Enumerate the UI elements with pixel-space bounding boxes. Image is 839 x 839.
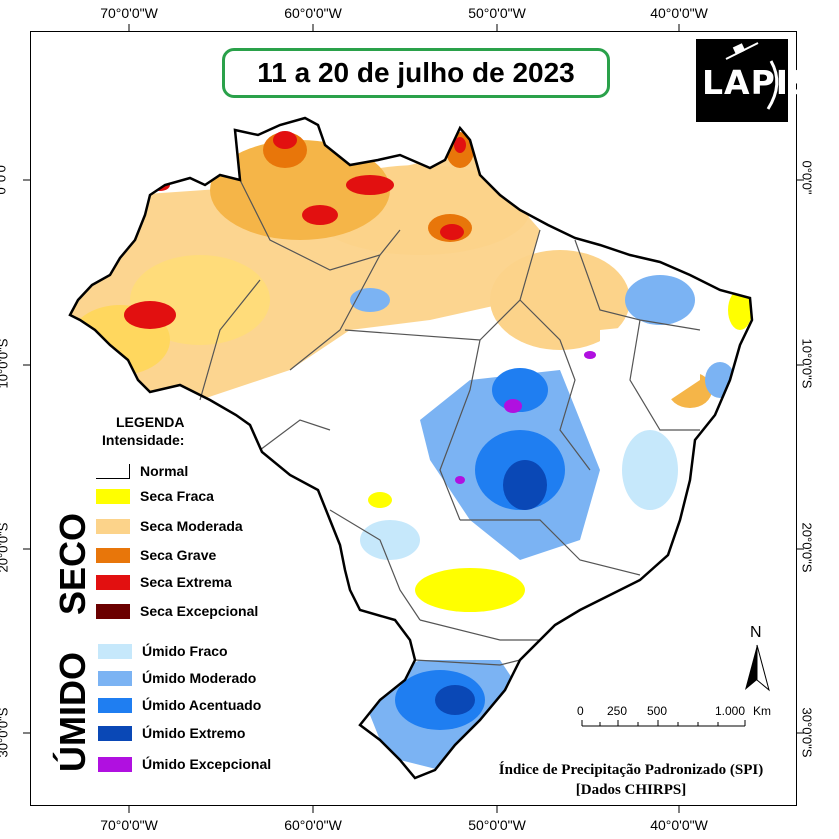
legend-label-dry-2: Seca Grave <box>140 547 217 563</box>
legend-swatch-dry-2 <box>96 547 130 563</box>
legend-item-normal: Normal <box>96 463 188 479</box>
north-label: N <box>750 624 762 641</box>
legend-swatch-dry-1 <box>96 518 130 534</box>
state-boundaries <box>199 179 701 666</box>
lapis-logo: LAPIS <box>696 39 813 122</box>
legend-label-wet-4: Úmido Excepcional <box>142 756 272 772</box>
scale-label-0: 0 <box>577 704 584 718</box>
lon-label-top-70w: 70°0'0"W <box>100 5 158 21</box>
credit-line-1: Índice de Precipitação Padronizado (SPI) <box>498 762 764 778</box>
scale-label-1000: 1.000 <box>715 704 746 718</box>
scale-unit: Km <box>753 704 771 718</box>
legend-swatch-dry-0 <box>96 488 130 504</box>
legend-swatch-wet-3 <box>98 725 132 741</box>
legend-label-dry-4: Seca Excepcional <box>140 603 259 619</box>
legend-label-wet-2: Úmido Acentuado <box>142 697 262 713</box>
legend-item-wet-4: Úmido Excepcional <box>98 756 271 772</box>
legend-group-wet: ÚMIDO <box>52 652 93 772</box>
credit-line-2: [Dados CHIRPS] <box>575 782 687 798</box>
scale-label-500: 500 <box>647 704 668 718</box>
legend-item-dry-1: Seca Moderada <box>96 518 243 534</box>
brazil-outline <box>68 116 754 780</box>
legend-label-dry-1: Seca Moderada <box>140 518 243 534</box>
scale-bar <box>581 720 746 727</box>
legend-item-wet-0: Úmido Fraco <box>98 643 228 659</box>
legend-item-wet-3: Úmido Extremo <box>98 725 245 741</box>
legend-label-normal: Normal <box>140 463 189 479</box>
satellite-icon <box>725 42 779 110</box>
legend-swatch-wet-0 <box>98 643 132 659</box>
data-credit: Índice de Precipitação Padronizado (SPI)… <box>466 760 796 800</box>
legend-swatch-wet-4 <box>98 756 132 772</box>
legend-swatch-dry-4 <box>96 603 130 619</box>
lon-label-bottom-70w: 70°0'0"W <box>100 817 158 833</box>
lon-label-bottom-50w: 50°0'0"W <box>468 817 526 833</box>
legend-label-dry-0: Seca Fraca <box>140 488 214 504</box>
map-title: 11 a 20 de julho de 2023 <box>222 48 610 98</box>
legend-item-dry-2: Seca Grave <box>96 547 216 563</box>
legend-item-wet-2: Úmido Acentuado <box>98 697 261 713</box>
legend-label-wet-1: Úmido Moderado <box>142 670 257 686</box>
legend-swatch-wet-1 <box>98 670 132 686</box>
lon-label-top-60w: 60°0'0"W <box>284 5 342 21</box>
legend-label-wet-0: Úmido Fraco <box>142 643 228 659</box>
legend-item-dry-4: Seca Excepcional <box>96 603 258 619</box>
north-arrow-icon <box>745 644 770 692</box>
legend-item-dry-3: Seca Extrema <box>96 574 232 590</box>
legend-swatch-wet-2 <box>98 697 132 713</box>
legend-item-dry-0: Seca Fraca <box>96 488 214 504</box>
scale-labels: 0 250 500 1.000 Km <box>577 704 777 734</box>
legend-swatch-normal <box>96 463 130 479</box>
lon-label-top-40w: 40°0'0"W <box>650 5 708 21</box>
lon-label-bottom-60w: 60°0'0"W <box>284 817 342 833</box>
legend-swatch-dry-3 <box>96 574 130 590</box>
lon-label-top-50w: 50°0'0"W <box>468 5 526 21</box>
legend-title: LEGENDA <box>116 414 185 430</box>
graticule-ticks <box>23 24 804 813</box>
lon-label-bottom-40w: 40°0'0"W <box>650 817 708 833</box>
logo-text: LAPIS <box>702 63 814 102</box>
legend-label-wet-3: Úmido Extremo <box>142 725 246 741</box>
legend-subtitle: Intensidade: <box>102 432 185 448</box>
legend-label-dry-3: Seca Extrema <box>140 574 232 590</box>
legend-group-dry: SECO <box>52 512 93 615</box>
legend-item-wet-1: Úmido Moderado <box>98 670 256 686</box>
scale-label-250: 250 <box>607 704 628 718</box>
